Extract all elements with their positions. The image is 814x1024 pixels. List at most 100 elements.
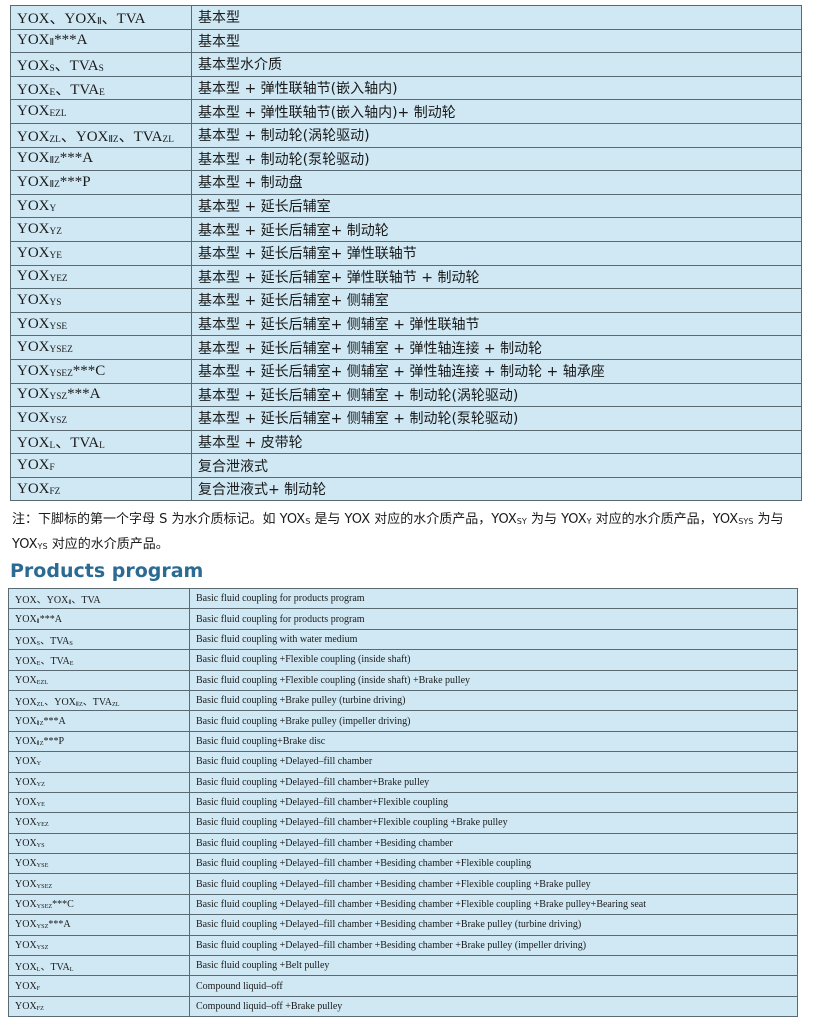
row: YOXYSE 基本型 + 延长后辅室+ 侧辅室 + 弹性联轴节 [10,311,802,337]
model-cell: YOXL、TVAL [8,955,190,977]
model-cell: YOX、YOXⅡ、TVA [8,587,190,610]
text: YOX [17,32,50,49]
text: YOX [15,756,37,768]
subscript: Ⅱ [49,38,55,49]
text: 对应的水介质产品，YOX [591,512,739,527]
row: YOXYZ Basic fluid coupling +Delayed–fill … [8,771,798,793]
description-cell: Basic fluid coupling with water medium [189,628,798,651]
text: 为与 YOX [526,512,587,527]
description-cell: 基本型 + 弹性联轴节(嵌入轴内) [191,75,802,101]
model-cell: YOXE、TVAE [10,75,192,101]
row: YOXⅡZ***P Basic fluid coupling+Brake disc [8,730,798,753]
text: YOX [15,715,37,727]
model-cell: YOXYE [10,240,192,266]
row: YOXE、TVAE Basic fluid coupling +Flexible … [8,649,798,671]
description-cell: Basic fluid coupling +Flexible coupling … [189,649,798,671]
row: YOXYS Basic fluid coupling +Delayed–fill … [8,832,798,855]
description-cell: 基本型 + 延长后辅室+ 弹性联轴节 + 制动轮 [191,264,802,290]
text: YOX [15,776,37,788]
model-cell: YOXY [10,193,192,219]
model-cell: YOXS、TVAS [8,628,190,651]
subscript: YZ [36,780,45,788]
row: YOXⅡZ***A Basic fluid coupling +Brake pul… [8,710,798,732]
model-cell: YOXF [8,975,190,997]
text: YOX [15,797,37,809]
text: 、YOX [44,697,76,709]
row: YOXⅡZ***P 基本型 + 制动盘 [10,170,802,195]
row: YOXFZ 复合泄液式+ 制动轮 [10,476,802,502]
text: YOX [15,1001,37,1012]
text: ***A [39,613,62,625]
text: ***C [72,362,106,379]
subscript: ⅡZ [36,719,44,727]
description-cell: Basic fluid coupling +Delayed–fill chamb… [189,751,798,773]
description-cell: Basic fluid coupling +Delayed–fill chamb… [189,853,798,875]
subscript: YE [49,250,62,261]
text: YOX [17,457,50,474]
text: 、TVA [101,10,146,27]
model-cell: YOXYSE [8,853,190,875]
subscript: ZL [36,701,45,709]
subscript: YS [36,841,45,849]
text: YOX [17,435,50,452]
text: YOX [15,613,37,625]
model-cell: YOXYSEZ***C [8,893,190,916]
text: 是与 YOX 对应的水介质产品，YOX [310,512,517,527]
row: YOXYSEZ***C Basic fluid coupling +Delayed… [8,893,798,916]
subscript: Ⅱ [36,617,40,625]
text: YOX [17,103,50,120]
row: YOXY 基本型 + 延长后辅室 [10,193,802,219]
text: 、TVA [54,57,99,74]
row: YOXⅡ***A Basic fluid coupling for product… [8,608,798,630]
text: ***A [43,715,66,727]
subscript: F [49,463,55,474]
text: 、TVA [82,697,112,709]
row: YOXF 复合泄液式 [10,453,802,478]
text: YOX [17,150,50,167]
description-cell: 基本型 + 延长后辅室 [191,193,802,219]
text: YOX [17,81,50,98]
description-cell: 基本型 [191,28,802,54]
subscript: YEZ [36,821,49,829]
description-cell: 基本型 + 延长后辅室+ 侧辅室 + 弹性联轴节 [191,311,802,337]
description-cell: 基本型 + 皮带轮 [191,429,802,455]
subscript: YSZ [36,943,49,951]
subscript: Ⅱ [97,16,102,27]
row: YOXⅡ***A 基本型 [10,28,802,54]
subscript: Ⅱ [68,599,72,607]
model-cell: YOXYZ [8,771,190,793]
description-cell: 基本型 + 弹性联轴节(嵌入轴内)+ 制动轮 [191,99,802,124]
model-cell: YOXYSZ [10,406,192,431]
subscript: YS [37,542,48,551]
text: YOX [17,291,50,308]
description-cell: Basic fluid coupling for products progra… [189,608,798,630]
row: YOXY Basic fluid coupling +Delayed–fill c… [8,751,798,773]
text: YOX [17,128,50,145]
row: YOXZL、YOXⅡZ、TVAZL Basic fluid coupling +B… [8,689,798,712]
text: YOX、YOX [15,595,69,607]
description-cell: Basic fluid coupling +Delayed–fill chamb… [189,791,798,814]
text: YOX [15,837,37,849]
description-cell: 基本型 + 制动盘 [191,170,802,195]
description-cell: Basic fluid coupling +Brake pulley (turb… [189,689,798,712]
text: YOX [17,197,50,214]
description-cell: Basic fluid coupling +Delayed–fill chamb… [189,914,798,936]
text: YOX [15,919,37,931]
model-cell: YOXFZ [10,476,192,502]
model-cell: YOXYEZ [10,264,192,290]
text: YOX [15,878,37,890]
description-cell: 基本型 + 延长后辅室+ 制动轮 [191,217,802,242]
subscript: YSEZ [36,882,53,890]
row: YOXS、TVAS Basic fluid coupling with water… [8,628,798,651]
model-cell: YOXYE [8,791,190,814]
text: YOX [17,315,50,332]
english-table: YOX、YOXⅡ、TVA Basic fluid coupling for pro… [8,587,798,1018]
text: YOX [15,899,37,911]
row: YOXL、TVAL 基本型 + 皮带轮 [10,429,802,455]
subscript: YSZ [49,415,68,426]
description-cell: Basic fluid coupling +Delayed–fill chamb… [189,934,798,957]
subscript: YSEZ [49,345,73,356]
description-cell: Compound liquid–off [189,975,798,997]
row: YOXYZ 基本型 + 延长后辅室+ 制动轮 [10,217,802,242]
text: YOX [17,268,50,285]
